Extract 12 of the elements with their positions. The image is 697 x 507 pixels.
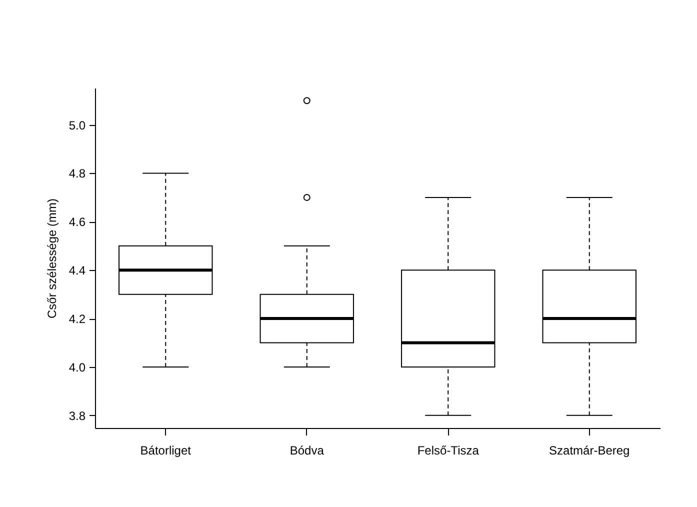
y-tick-label: 4.4: [68, 264, 86, 278]
y-tick-label: 5.0: [68, 118, 86, 132]
x-tick-label: Bátorliget: [140, 444, 192, 458]
y-tick-label: 3.8: [68, 408, 86, 423]
y-tick-label: 4.0: [68, 360, 86, 374]
x-tick-label: Szatmár-Bereg: [549, 444, 630, 458]
y-tick-label: 4.6: [68, 215, 86, 230]
y-axis-title: Csőr szélessége (mm): [44, 198, 59, 319]
x-tick-label: Bódva: [290, 444, 324, 458]
y-tick-label: 4.2: [68, 312, 86, 326]
x-tick-label: Felső-Tisza: [417, 444, 480, 458]
y-tick-label: 4.8: [68, 166, 86, 181]
